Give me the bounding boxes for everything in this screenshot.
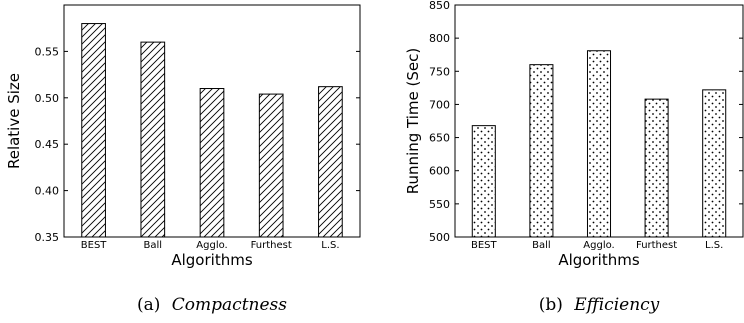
y-tick-label: 550 bbox=[429, 198, 450, 211]
caption-a-prefix: (a) bbox=[137, 295, 160, 315]
y-tick-label: 0.35 bbox=[35, 231, 60, 244]
y-tick-label: 850 bbox=[429, 0, 450, 12]
y-tick-label: 0.55 bbox=[35, 45, 60, 58]
bar bbox=[471, 125, 496, 238]
x-tick-label: Furthest bbox=[636, 240, 677, 251]
y-tick-label: 500 bbox=[429, 231, 450, 244]
compactness-chart: 0.35 0.40 0.45 0.50 0.55 BEST Ball Agglo. Furth… bbox=[5, 4, 361, 315]
x-axis-title: Algorithms bbox=[558, 251, 639, 269]
y-tick-label: 800 bbox=[429, 32, 450, 45]
bar bbox=[258, 93, 284, 238]
x-tick-label: Ball bbox=[532, 240, 551, 251]
x-axis-title: Algorithms bbox=[171, 251, 252, 269]
caption-b-prefix: (b) bbox=[539, 295, 563, 315]
efficiency-chart: 500 550 600 650 700 750 800 850 BEST Ball Agglo. F… bbox=[404, 0, 744, 315]
y-tick-label: 700 bbox=[429, 98, 450, 111]
x-tick-label: L.S. bbox=[321, 240, 339, 251]
x-tick-label: BEST bbox=[81, 240, 108, 251]
y-tick-label: 750 bbox=[429, 65, 450, 78]
bar bbox=[81, 23, 106, 238]
bar bbox=[199, 88, 225, 238]
x-tick-label: Agglo. bbox=[583, 240, 614, 251]
y-axis-ticks: 500 550 600 650 700 750 800 850 bbox=[429, 0, 743, 244]
bars bbox=[471, 50, 727, 238]
x-tick-label: Furthest bbox=[251, 240, 292, 251]
y-tick-label: 0.50 bbox=[35, 92, 60, 105]
caption-a-title: Compactness bbox=[172, 295, 287, 315]
bars bbox=[81, 23, 343, 238]
caption-b: (b) Efficiency bbox=[539, 295, 660, 315]
bar bbox=[318, 86, 343, 238]
bar bbox=[529, 64, 554, 238]
bar bbox=[702, 89, 727, 238]
y-tick-label: 600 bbox=[429, 165, 450, 178]
y-tick-label: 0.40 bbox=[35, 185, 60, 198]
y-axis-title: Running Time (Sec) bbox=[404, 48, 422, 194]
x-tick-label: BEST bbox=[471, 240, 498, 251]
y-tick-label: 650 bbox=[429, 132, 450, 145]
x-tick-label: Agglo. bbox=[196, 240, 227, 251]
x-tick-label: L.S. bbox=[705, 240, 723, 251]
y-axis-ticks: 0.35 0.40 0.45 0.50 0.55 bbox=[35, 45, 360, 244]
y-axis-title: Relative Size bbox=[5, 73, 23, 169]
caption-b-title: Efficiency bbox=[573, 295, 659, 315]
y-tick-label: 0.45 bbox=[35, 138, 60, 151]
caption-a: (a) Compactness bbox=[137, 295, 287, 315]
bar bbox=[644, 98, 669, 238]
bar bbox=[140, 41, 166, 238]
bar bbox=[586, 50, 612, 238]
x-tick-label: Ball bbox=[144, 240, 163, 251]
